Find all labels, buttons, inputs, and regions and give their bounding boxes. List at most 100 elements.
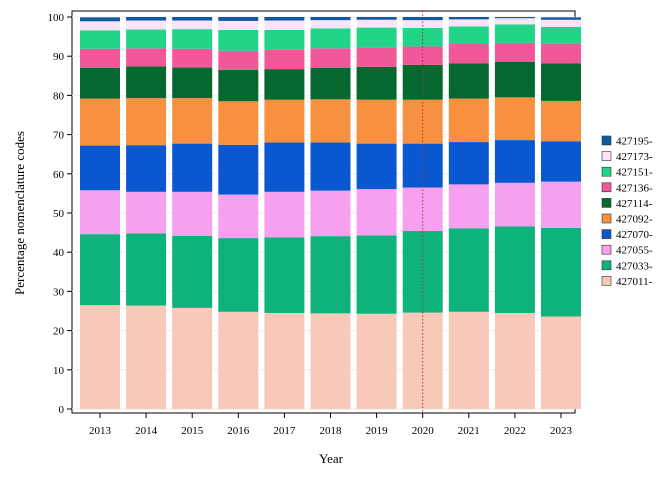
- bar-segment: [218, 17, 259, 21]
- x-tick-label: 2022: [504, 425, 526, 437]
- y-axis-label: Percentage nomenclature codes: [12, 131, 27, 295]
- bar-segment: [172, 48, 213, 68]
- bar-segment: [356, 143, 397, 190]
- bar-segment: [310, 236, 351, 314]
- x-tick-label: 2021: [458, 425, 480, 437]
- bar-segment: [356, 17, 397, 20]
- bar-segment: [218, 50, 259, 70]
- bar-segment: [448, 17, 489, 20]
- legend-label: 427151-: [616, 167, 653, 179]
- bar-segment: [448, 26, 489, 45]
- y-tick-label: 20: [53, 326, 65, 338]
- bar-segment: [448, 228, 489, 312]
- bar-segment: [80, 48, 120, 68]
- bar-segment: [541, 63, 581, 101]
- x-tick-label: 2019: [366, 425, 389, 437]
- bar-segment: [356, 99, 397, 144]
- bar-stack-2022: [494, 17, 535, 409]
- bar-segment: [494, 97, 535, 141]
- x-tick-label: 2017: [273, 425, 296, 437]
- bar-segment: [264, 17, 305, 21]
- bar-segment: [80, 190, 120, 235]
- bar-segment: [264, 237, 305, 313]
- bar-segment: [494, 226, 535, 313]
- bar-segment: [218, 311, 259, 409]
- bar-segment: [172, 307, 213, 409]
- legend-label: 427195-: [616, 136, 653, 148]
- bar-segment: [218, 101, 259, 145]
- x-tick-label: 2018: [320, 425, 343, 437]
- bar-segment: [80, 98, 120, 146]
- bar-segment: [402, 20, 443, 28]
- bar-segment: [310, 142, 351, 191]
- legend-item: 427055-: [601, 245, 653, 257]
- legend-swatch: [601, 213, 612, 224]
- bar-segment: [541, 100, 581, 142]
- y-tick-label: 0: [59, 404, 65, 416]
- bar-segment: [218, 20, 259, 30]
- legend-swatch: [601, 166, 612, 177]
- bar-segment: [541, 19, 581, 27]
- legend-label: 427092-: [616, 214, 653, 226]
- bar-segment: [356, 27, 397, 48]
- bar-segment: [448, 142, 489, 185]
- legend-label: 427070-: [616, 229, 653, 241]
- bar-segment: [126, 98, 167, 146]
- bar-segment: [494, 24, 535, 43]
- bar-stack-2017: [264, 17, 305, 409]
- bar-segment: [494, 140, 535, 183]
- legend-swatch: [601, 229, 612, 239]
- bar-segment: [218, 238, 259, 312]
- bar-segment: [80, 67, 120, 99]
- bar-segment: [310, 67, 351, 100]
- bar-segment: [80, 17, 120, 22]
- bar-segment: [356, 66, 397, 100]
- bar-segment: [264, 20, 305, 30]
- bar-segment: [80, 145, 120, 191]
- bar-stack-2015: [172, 17, 213, 409]
- bar-segment: [448, 19, 489, 27]
- legend-item: 427114-: [601, 198, 653, 210]
- bar-segment: [494, 182, 535, 227]
- legend-item: 427136-: [601, 182, 653, 194]
- bar-segment: [172, 98, 213, 144]
- bar-segment: [80, 234, 120, 306]
- bar-segment: [310, 20, 351, 29]
- bar-segment: [402, 187, 443, 232]
- bar-segment: [126, 305, 167, 409]
- bar-segment: [80, 305, 120, 409]
- bar-segment: [218, 144, 259, 195]
- y-tick-label: 100: [48, 12, 65, 24]
- x-axis: 2013 2014 2015 2016 2017 2018 2019 2020 2021 2022…: [89, 413, 573, 437]
- bar-segment: [310, 190, 351, 237]
- bar-segment: [448, 98, 489, 143]
- legend-item: 427033-: [601, 260, 653, 272]
- bar-segment: [218, 69, 259, 102]
- y-tick-label: 60: [53, 169, 65, 181]
- legend-swatch: [601, 276, 612, 286]
- legend-label: 427173-: [616, 151, 653, 163]
- bar-segment: [218, 194, 259, 239]
- bar-segment: [356, 47, 397, 67]
- bar-segment: [126, 20, 167, 30]
- x-tick-label: 2016: [227, 425, 250, 437]
- y-tick-label: 70: [53, 130, 65, 142]
- bar-segment: [356, 313, 397, 409]
- bar-segment: [402, 99, 443, 144]
- x-tick-label: 2014: [135, 425, 158, 437]
- bar-segment: [172, 67, 213, 99]
- bar-segment: [494, 61, 535, 98]
- bar-segment: [264, 29, 305, 50]
- bar-segment: [448, 184, 489, 229]
- bar-segment: [126, 66, 167, 99]
- bar-segment: [541, 316, 581, 409]
- bar-segment: [541, 26, 581, 44]
- bars-group: [80, 17, 581, 409]
- x-tick-label: 2015: [181, 425, 204, 437]
- legend-item: 427092-: [601, 213, 653, 226]
- bar-segment: [541, 141, 581, 182]
- legend-label: 427033-: [616, 260, 653, 272]
- bar-segment: [172, 17, 213, 21]
- bar-segment: [126, 48, 167, 67]
